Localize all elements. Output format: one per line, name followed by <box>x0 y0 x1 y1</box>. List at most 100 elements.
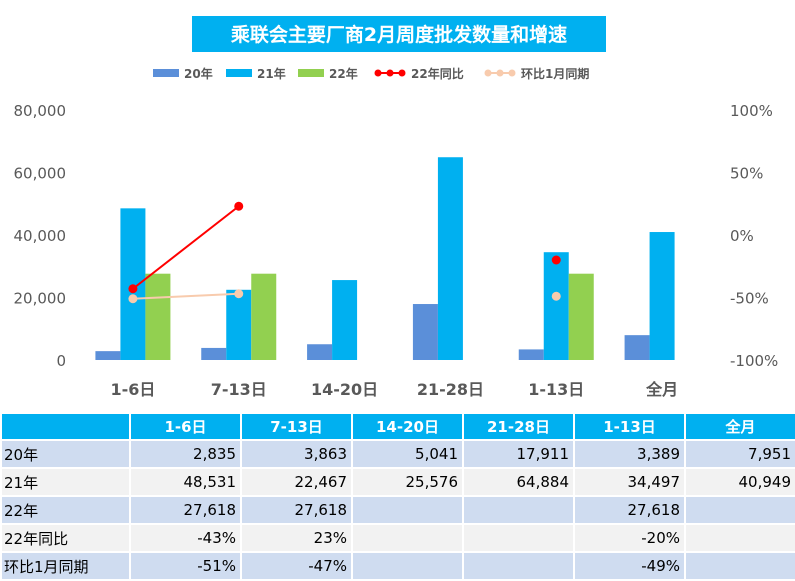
table-header-row: 1-6日 7-13日 14-20日 21-28日 1-13日 全月 <box>0 412 795 441</box>
bar-21年 <box>543 252 569 360</box>
table-row: 22年同比 -43% 23% -20% <box>0 523 795 553</box>
y-right-tick-label: 0% <box>730 227 754 245</box>
legend-label: 22年 <box>329 66 358 81</box>
bar-20年 <box>307 344 333 360</box>
bar-21年 <box>649 232 675 360</box>
bar-21年 <box>226 289 252 360</box>
table-cell: 27,618 <box>573 495 686 525</box>
table-cell <box>462 551 575 581</box>
legend-swatch-22年 <box>298 69 324 77</box>
x-category-label: 14-20日 <box>311 380 378 399</box>
legend-marker-环比1月同期 <box>508 69 516 77</box>
y-right-tick-label: 100% <box>730 102 773 120</box>
x-category-label: 1-6日 <box>110 380 155 399</box>
bar-22年 <box>568 273 594 360</box>
table-row: 20年 2,835 3,863 5,041 17,911 3,389 7,951 <box>0 439 795 469</box>
table-row: 21年 48,531 22,467 25,576 64,884 34,497 4… <box>0 467 795 497</box>
bar-20年 <box>95 351 121 360</box>
legend-swatch-21年 <box>226 69 252 77</box>
table-row-label: 22年 <box>0 495 131 525</box>
table-header-cell: 21-28日 <box>462 412 575 441</box>
table-cell: 22,467 <box>240 467 353 497</box>
table-cell <box>351 551 464 581</box>
table-cell: -47% <box>240 551 353 581</box>
table-cell: 5,041 <box>351 439 464 469</box>
line-segment-环比1月同期 <box>132 292 239 300</box>
table-row-label: 环比1月同期 <box>0 551 131 581</box>
table-cell <box>462 523 575 553</box>
bar-20年 <box>412 304 438 360</box>
bar-21年 <box>332 280 358 360</box>
y-left-tick-label: 60,000 <box>14 165 67 183</box>
table-cell <box>684 523 795 553</box>
data-table: 1-6日 7-13日 14-20日 21-28日 1-13日 全月 20年 2,… <box>0 412 795 581</box>
chart-title: 乘联会主要厂商2月周度批发数量和增速 <box>230 23 567 46</box>
bar-20年 <box>201 347 227 360</box>
table-cell: -51% <box>129 551 242 581</box>
table-header-cell: 7-13日 <box>240 412 353 441</box>
table-cell: 64,884 <box>462 467 575 497</box>
legend-label: 环比1月同期 <box>521 66 589 81</box>
lines <box>128 201 561 304</box>
legend-label: 21年 <box>257 66 286 81</box>
legend-swatch-20年 <box>153 69 179 77</box>
bar-21年 <box>437 157 463 360</box>
table-cell: -43% <box>129 523 242 553</box>
table-cell <box>462 495 575 525</box>
table-cell <box>684 551 795 581</box>
legend-label: 22年同比 <box>411 66 464 81</box>
legend-marker-环比1月同期 <box>496 69 504 77</box>
chart-title-background <box>192 16 606 52</box>
y-right-tick-label: -100% <box>730 352 778 370</box>
table-header-cell: 全月 <box>684 412 795 441</box>
axes: 0 20,000 40,000 60,000 80,000 -100% -50% 0% 50% 1… <box>14 102 779 399</box>
bars <box>95 157 675 360</box>
table-cell: 27,618 <box>240 495 353 525</box>
table-cell: 25,576 <box>351 467 464 497</box>
table-row: 22年 27,618 27,618 27,618 <box>0 495 795 525</box>
point-22年同比 <box>551 255 561 265</box>
x-category-label: 21-28日 <box>417 380 484 399</box>
legend-marker-22年同比 <box>374 69 382 77</box>
point-22年同比 <box>128 284 138 294</box>
table-corner <box>0 412 131 441</box>
y-left-tick-label: 20,000 <box>14 290 67 308</box>
y-right-tick-label: 50% <box>730 165 763 183</box>
bar-22年 <box>145 273 171 360</box>
y-left-tick-label: 80,000 <box>14 102 67 120</box>
bar-20年 <box>624 335 650 360</box>
chart-svg: 乘联会主要厂商2月周度批发数量和增速 20年 21年 22年 22年同比 环比1月同期 … <box>14 16 779 399</box>
line-segment-22年同比 <box>132 205 240 290</box>
table-cell: 34,497 <box>573 467 686 497</box>
table-cell: 3,863 <box>240 439 353 469</box>
table-cell: 2,835 <box>129 439 242 469</box>
table-row: 环比1月同期 -51% -47% -49% <box>0 551 795 581</box>
table-row-label: 20年 <box>0 439 131 469</box>
legend-label: 20年 <box>184 66 213 81</box>
x-category-label: 1-13日 <box>528 380 584 399</box>
x-category-label: 7-13日 <box>211 380 267 399</box>
legend-marker-22年同比 <box>386 69 394 77</box>
bar-21年 <box>120 208 146 360</box>
table-cell: 7,951 <box>684 439 795 469</box>
table-row-label: 21年 <box>0 467 131 497</box>
legend-marker-环比1月同期 <box>484 69 492 77</box>
bar-20年 <box>518 349 544 360</box>
table-cell <box>351 495 464 525</box>
point-环比1月同期 <box>234 289 244 299</box>
table-header-cell: 1-13日 <box>573 412 686 441</box>
chart-area: 乘联会主要厂商2月周度批发数量和增速 20年 21年 22年 22年同比 环比1月同期 … <box>14 16 779 399</box>
point-环比1月同期 <box>551 291 561 301</box>
table-row-label: 22年同比 <box>0 523 131 553</box>
bar-22年 <box>251 273 277 360</box>
y-left-tick-label: 0 <box>56 352 66 370</box>
x-category-label: 全月 <box>645 380 678 399</box>
point-22年同比 <box>234 201 244 211</box>
table-header-cell: 1-6日 <box>129 412 242 441</box>
point-环比1月同期 <box>128 294 138 304</box>
table-header-cell: 14-20日 <box>351 412 464 441</box>
y-left-tick-label: 40,000 <box>14 227 67 245</box>
table-cell: -49% <box>573 551 686 581</box>
table-cell: 27,618 <box>129 495 242 525</box>
legend: 20年 21年 22年 22年同比 环比1月同期 <box>153 66 589 81</box>
